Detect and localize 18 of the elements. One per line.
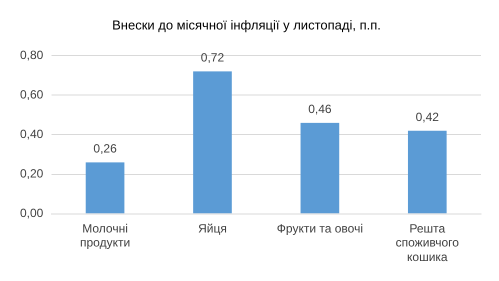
x-tick-label: Фрукти та овочі	[276, 221, 363, 236]
x-tick-label: Молочні продукти	[80, 221, 130, 250]
y-tick-label: 0,20	[20, 166, 44, 181]
y-tick-label: 0,80	[20, 48, 44, 62]
chart-title: Внески до місячної інфляції у листопаді, п.п.	[112, 17, 381, 32]
x-tick-label: Решта споживчого кошика	[396, 221, 460, 264]
y-tick-label: 0,60	[20, 87, 44, 102]
bar	[86, 162, 124, 214]
data-label: 0,46	[308, 102, 332, 116]
bar	[193, 71, 232, 214]
y-tick-label: 0,40	[20, 127, 44, 142]
data-label: 0,42	[416, 110, 440, 124]
bar	[300, 122, 340, 214]
bar	[408, 130, 447, 214]
data-label: 0,72	[200, 50, 224, 65]
data-label: 0,26	[93, 142, 118, 156]
y-tick-label: 0,00	[20, 206, 44, 220]
x-tick-label: Яйця	[198, 221, 227, 236]
